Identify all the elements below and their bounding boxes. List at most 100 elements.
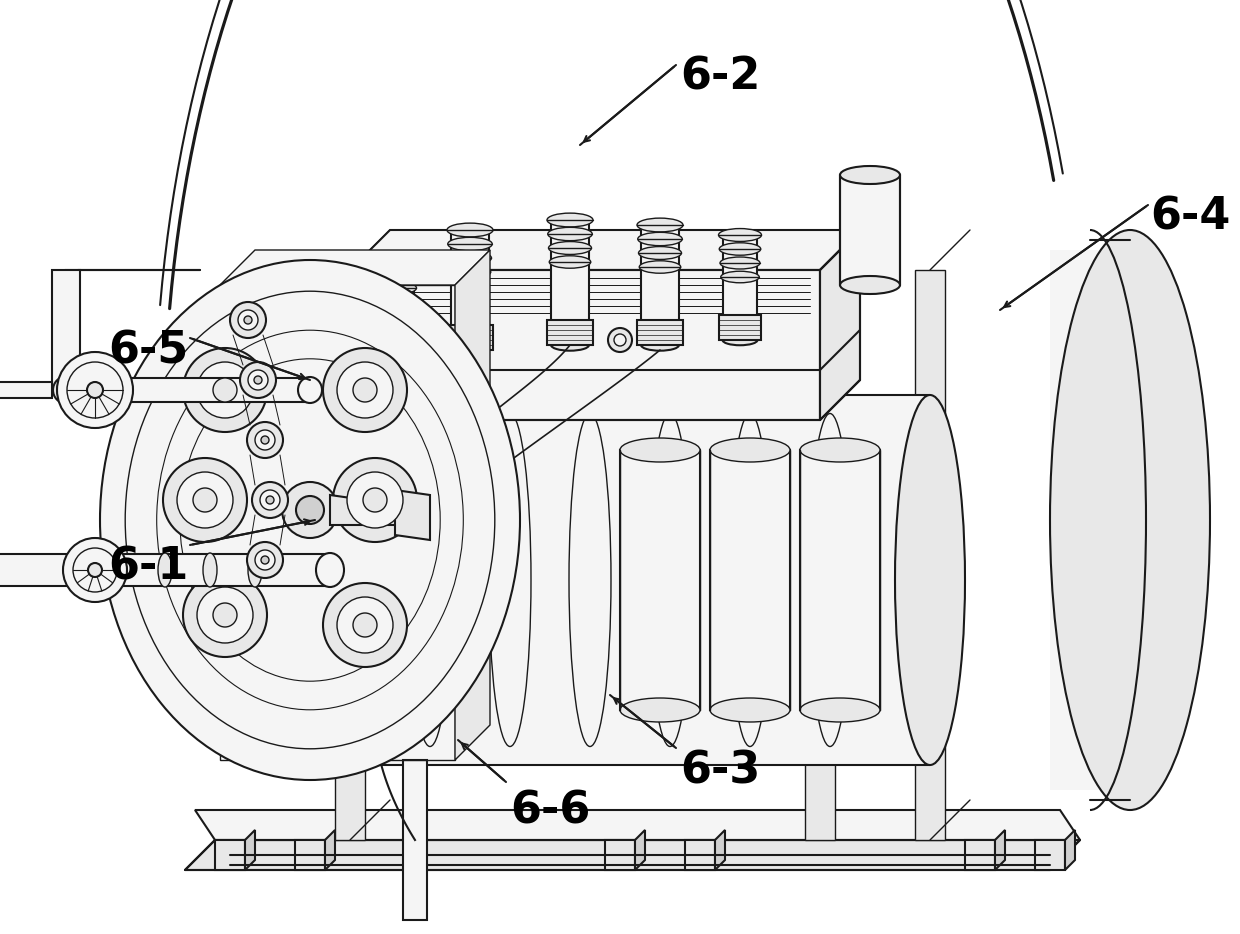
Circle shape <box>254 376 262 384</box>
Circle shape <box>353 613 377 637</box>
Circle shape <box>255 430 275 450</box>
Polygon shape <box>291 290 329 380</box>
Polygon shape <box>800 450 880 710</box>
Ellipse shape <box>641 219 680 231</box>
Circle shape <box>63 538 126 602</box>
Polygon shape <box>246 830 255 870</box>
Circle shape <box>248 370 268 390</box>
Circle shape <box>229 302 267 338</box>
Circle shape <box>213 603 237 627</box>
Text: 6-6: 6-6 <box>510 790 590 833</box>
Polygon shape <box>219 250 490 285</box>
Polygon shape <box>551 220 589 345</box>
Circle shape <box>322 583 407 667</box>
Ellipse shape <box>548 242 591 254</box>
Polygon shape <box>684 840 715 870</box>
Ellipse shape <box>639 247 682 260</box>
Circle shape <box>213 378 237 402</box>
Circle shape <box>184 348 267 432</box>
Ellipse shape <box>800 438 880 462</box>
Polygon shape <box>64 378 310 402</box>
Polygon shape <box>52 270 81 390</box>
Ellipse shape <box>641 339 680 350</box>
Ellipse shape <box>53 377 77 403</box>
Ellipse shape <box>718 229 761 242</box>
Circle shape <box>255 550 275 570</box>
Polygon shape <box>711 450 790 710</box>
Ellipse shape <box>549 256 590 268</box>
Polygon shape <box>330 495 401 525</box>
Ellipse shape <box>839 166 900 184</box>
Polygon shape <box>715 830 725 870</box>
Ellipse shape <box>289 326 331 338</box>
Polygon shape <box>350 395 930 765</box>
Ellipse shape <box>1050 230 1210 810</box>
Circle shape <box>197 362 253 418</box>
Ellipse shape <box>291 375 329 386</box>
Polygon shape <box>286 355 334 380</box>
Circle shape <box>260 436 269 444</box>
Ellipse shape <box>895 395 965 765</box>
Polygon shape <box>641 225 680 345</box>
Ellipse shape <box>316 553 343 587</box>
Polygon shape <box>637 320 683 345</box>
Ellipse shape <box>800 698 880 722</box>
Ellipse shape <box>449 251 491 264</box>
Ellipse shape <box>203 553 217 587</box>
Ellipse shape <box>720 271 759 283</box>
Polygon shape <box>620 450 701 710</box>
Ellipse shape <box>640 261 681 274</box>
Circle shape <box>238 310 258 330</box>
Ellipse shape <box>723 230 758 240</box>
Polygon shape <box>1065 830 1075 870</box>
Polygon shape <box>350 230 861 270</box>
Circle shape <box>241 362 277 398</box>
Polygon shape <box>820 230 861 420</box>
Ellipse shape <box>373 267 417 281</box>
Circle shape <box>322 348 407 432</box>
Circle shape <box>57 352 133 428</box>
Polygon shape <box>1050 250 1120 790</box>
Ellipse shape <box>248 553 262 587</box>
Polygon shape <box>547 320 593 345</box>
Polygon shape <box>839 175 900 285</box>
Text: 6-4: 6-4 <box>1149 195 1230 238</box>
Polygon shape <box>325 830 335 870</box>
Polygon shape <box>295 840 325 870</box>
Circle shape <box>614 334 626 346</box>
Polygon shape <box>1035 840 1065 870</box>
Ellipse shape <box>448 237 492 250</box>
Polygon shape <box>0 554 330 586</box>
Circle shape <box>252 482 288 518</box>
Ellipse shape <box>289 312 331 324</box>
Ellipse shape <box>719 243 761 255</box>
Ellipse shape <box>451 224 489 235</box>
Ellipse shape <box>373 281 417 294</box>
Polygon shape <box>335 270 365 840</box>
Polygon shape <box>635 830 645 870</box>
Ellipse shape <box>711 438 790 462</box>
Ellipse shape <box>620 438 701 462</box>
Ellipse shape <box>720 257 760 269</box>
Polygon shape <box>719 315 761 340</box>
Circle shape <box>608 328 632 352</box>
Circle shape <box>334 458 417 542</box>
Ellipse shape <box>374 296 415 308</box>
Text: 6-3: 6-3 <box>680 750 760 793</box>
Polygon shape <box>350 270 820 420</box>
Ellipse shape <box>449 266 491 278</box>
Circle shape <box>193 488 217 512</box>
Circle shape <box>337 362 393 418</box>
Ellipse shape <box>288 297 332 311</box>
Ellipse shape <box>376 254 414 265</box>
Polygon shape <box>605 840 635 870</box>
Polygon shape <box>915 270 945 840</box>
Ellipse shape <box>451 345 489 356</box>
Polygon shape <box>805 270 835 840</box>
Circle shape <box>247 542 283 578</box>
Ellipse shape <box>547 213 593 227</box>
Polygon shape <box>965 840 994 870</box>
Polygon shape <box>0 382 52 398</box>
Circle shape <box>281 482 339 538</box>
Text: 6-2: 6-2 <box>680 55 760 98</box>
